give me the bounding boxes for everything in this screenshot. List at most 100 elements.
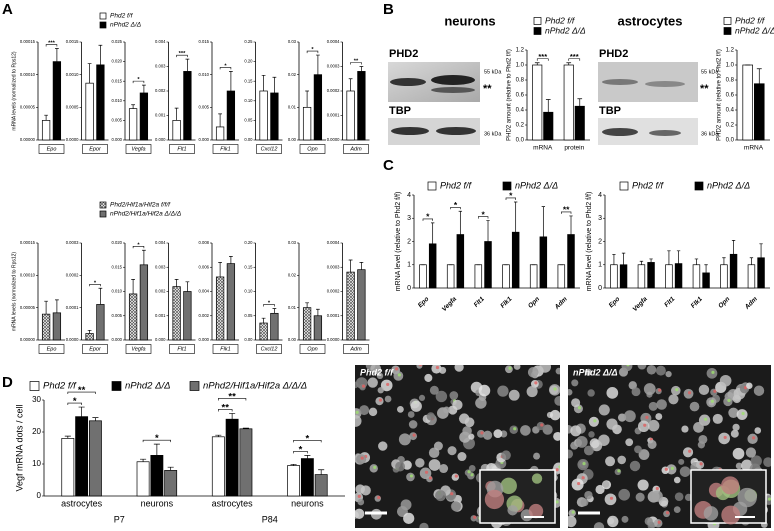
signal-dot: [645, 415, 649, 419]
blot-label: PHD2: [389, 48, 418, 60]
signal-dot: [665, 511, 670, 515]
legend-swatch: [533, 27, 542, 35]
panel-label: D: [2, 374, 13, 391]
nucleus: [697, 441, 706, 449]
nucleus: [454, 365, 464, 372]
nucleus: [428, 459, 441, 471]
x-tick-label: Epor: [89, 146, 102, 152]
nucleus: [580, 498, 589, 507]
y-tick-label: 0.02: [288, 72, 297, 77]
y-tick-label: 1: [598, 262, 602, 269]
nucleus: [745, 447, 757, 458]
signal-dot: [643, 423, 647, 427]
y-tick-label: 0.00005: [20, 305, 36, 310]
y-tick-label: 0.010: [112, 289, 123, 294]
y-tick-label: 0.000: [155, 137, 166, 142]
x-tick-label: Flt1: [177, 146, 186, 152]
x-tick-label: Vegfa: [441, 295, 459, 313]
bar: [357, 71, 366, 141]
signal-dot: [577, 481, 581, 486]
bar: [89, 420, 102, 497]
nucleus: [644, 517, 653, 526]
nucleus: [428, 447, 440, 458]
legend-label: nPhd2 Δ/Δ: [125, 381, 171, 392]
error-bar: [98, 44, 103, 65]
blot-band: [431, 87, 475, 93]
error-bar: [612, 253, 616, 265]
error-bar: [621, 252, 626, 265]
bar: [702, 272, 710, 289]
nucleus: [646, 365, 657, 375]
signal-dot: [513, 427, 517, 431]
legend-swatch: [99, 12, 107, 20]
nucleus: [429, 385, 439, 395]
y-tick-label: 0.4: [516, 108, 525, 114]
signal-dot: [409, 474, 414, 478]
nucleus: [587, 389, 595, 397]
category-box: [343, 344, 369, 354]
bar: [346, 271, 355, 341]
error-bar: [318, 469, 325, 475]
nucleus: [753, 385, 765, 396]
y-tick-label: 0.8: [726, 78, 735, 84]
bar: [502, 264, 510, 289]
significance-label: *: [306, 433, 310, 444]
significance-bracket: [263, 304, 275, 307]
signal-dot: [360, 456, 364, 460]
bar: [172, 286, 181, 341]
y-tick-label: 0.03: [288, 240, 297, 245]
bar: [419, 264, 427, 289]
signal-dot: [626, 365, 630, 367]
significance-label: *: [454, 200, 458, 210]
error-bar: [64, 435, 71, 439]
category-box: [299, 344, 326, 354]
bar: [85, 82, 94, 141]
signal-dot: [454, 474, 458, 478]
bar: [754, 83, 765, 141]
y-tick-label: 0.6: [726, 93, 735, 99]
nucleus: [568, 389, 573, 396]
category-box: [125, 144, 152, 154]
significance-label: ***: [538, 52, 547, 61]
significance-label: *: [155, 433, 159, 444]
error-bar: [142, 84, 146, 93]
error-bar: [676, 250, 681, 264]
y-tick-label: 0.2: [726, 123, 735, 129]
nucleus: [621, 365, 633, 372]
x-tick-label: Opn: [307, 146, 317, 152]
category-box: [38, 144, 65, 154]
y-tick-label: 0.0004: [327, 39, 340, 44]
y-tick-label: 0.000: [155, 337, 166, 342]
y-tick-label: 0.02: [288, 272, 297, 277]
nucleus: [355, 508, 365, 519]
bar: [557, 264, 566, 289]
error-bar: [305, 90, 309, 108]
error-bar: [229, 413, 236, 420]
nucleus: [625, 438, 634, 447]
bar: [314, 474, 328, 497]
signal-dot: [571, 510, 575, 514]
legend-label: Phd2 f/f: [440, 180, 473, 190]
error-bar: [749, 257, 754, 265]
inset-cell: [703, 506, 719, 521]
error-bar: [541, 206, 546, 237]
nucleus: [606, 418, 618, 430]
error-bar: [430, 222, 435, 244]
blot-astrocytes: PHD2 TBP 55 kDa 36 kDa **: [598, 48, 719, 145]
y-tick-label: 0.25: [244, 39, 253, 44]
signal-dot: [450, 492, 454, 496]
nucleus: [763, 457, 771, 468]
legend-label: nPhd2 Δ/Δ: [545, 25, 586, 35]
nucleus: [357, 498, 365, 506]
y-tick-label: 0.20: [244, 59, 253, 64]
y-tick-label: 0.008: [199, 240, 210, 245]
error-bar: [218, 113, 222, 127]
nucleus: [439, 366, 447, 374]
nucleus: [647, 439, 657, 449]
nucleus: [450, 501, 461, 512]
x-tick-label: mRNA: [744, 145, 764, 152]
x-tick-label: neurons: [291, 498, 324, 508]
legend-swatch: [29, 381, 40, 391]
signal-dot: [655, 486, 659, 491]
bar: [85, 333, 94, 341]
